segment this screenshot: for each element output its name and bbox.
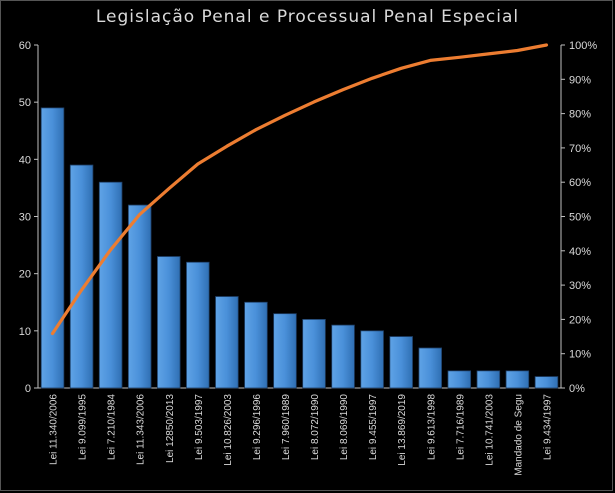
bar	[127, 204, 152, 389]
y-tick-label: 30	[19, 212, 31, 224]
x-tick-label: Lei 13.869/2019	[397, 394, 408, 466]
y2-tick-label: 30%	[569, 280, 591, 292]
y-tick-label: 20	[19, 269, 31, 281]
x-tick-label: Lei 9.099/1995	[78, 394, 89, 461]
y2-tick-label: 80%	[569, 109, 591, 121]
bar	[418, 347, 442, 389]
y-tick-label: 0	[25, 383, 31, 395]
cumulative-line	[50, 43, 549, 336]
x-tick-label: Lei 8.072/1990	[310, 394, 321, 461]
bar	[98, 181, 123, 389]
y2-tick-label: 70%	[569, 143, 591, 155]
y2-tick-label: 90%	[569, 74, 591, 86]
x-tick-label: Lei 9.434/1997	[542, 394, 553, 461]
y2-tick-label: 20%	[569, 314, 591, 326]
bar	[534, 376, 559, 389]
bar	[244, 301, 268, 389]
x-tick-label: Lei 12850/2013	[165, 394, 176, 463]
x-tick-label: Lei 11.343/2006	[136, 394, 147, 465]
bar	[157, 256, 181, 389]
y2-tick-label: 10%	[569, 349, 591, 361]
bar	[331, 324, 355, 389]
bar	[215, 296, 239, 389]
y2-tick-label: 100%	[569, 40, 597, 52]
x-tick-label: Lei 7.716/1989	[455, 394, 466, 461]
x-tick-label: Lei 9.613/1998	[426, 394, 437, 461]
y2-tick-label: 0%	[569, 383, 585, 395]
bar	[360, 330, 384, 389]
x-tick-label: Lei 11.340/2006	[49, 394, 60, 465]
y2-tick-label: 50%	[569, 212, 591, 224]
bar	[389, 336, 413, 389]
x-tick-label: Lei 7.960/1989	[281, 394, 292, 461]
y2-tick-label: 40%	[569, 246, 591, 258]
x-tick-label: Lei 9.455/1997	[368, 394, 379, 461]
y-tick-label: 40	[19, 154, 31, 166]
bar	[186, 261, 210, 389]
y-tick-label: 50	[19, 97, 31, 109]
y2-tick-label: 60%	[569, 177, 591, 189]
x-tick-label: Lei 8.069/1990	[339, 394, 350, 461]
bar	[273, 313, 297, 389]
bar	[505, 370, 530, 389]
bar	[476, 370, 501, 389]
bar	[40, 107, 65, 389]
chart-title: Legislação Penal e Processual Penal Espe…	[95, 7, 520, 27]
x-tick-label: Lei 7.210/1984	[107, 394, 118, 461]
bar	[447, 370, 472, 389]
x-tick-label: Lei 9.503/1997	[194, 394, 205, 461]
bar	[302, 318, 326, 389]
x-tick-label: Mandado de Segu	[513, 394, 524, 476]
y-tick-label: 10	[19, 326, 31, 338]
x-tick-label: Lei 9.296/1996	[252, 394, 263, 461]
x-tick-label: Lei 10.826/2003	[223, 394, 234, 466]
x-tick-label: Lei 10.741/2003	[484, 394, 495, 466]
y-tick-label: 60	[19, 40, 31, 52]
